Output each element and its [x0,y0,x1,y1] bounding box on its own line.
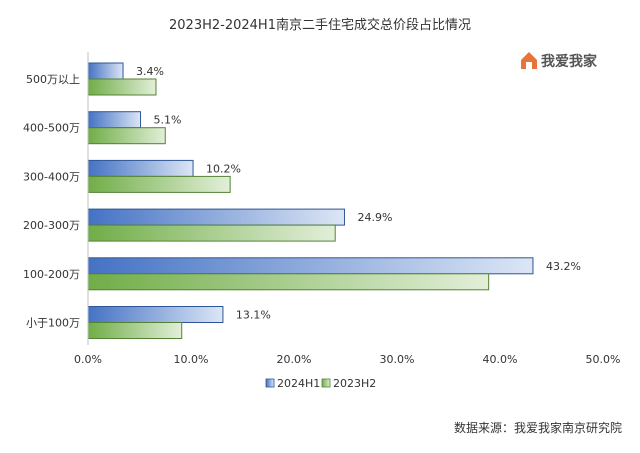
brand-logo: 我爱我家 [521,52,598,70]
brand-name: 我爱我家 [541,53,598,70]
bar-2023H2 [87,78,157,96]
data-label: 10.2% [206,162,241,175]
data-label: 43.2% [546,260,581,273]
bar-2023H2 [87,273,490,291]
data-label: 24.9% [357,211,392,224]
category-label: 200-300万 [23,219,80,232]
bar-2024H1 [87,159,194,177]
bar-2024H1 [87,306,224,323]
bar-2024H1 [87,208,345,226]
x-tick-label: 30.0% [380,353,415,366]
bar-2024H1 [87,257,534,275]
x-tick-label: 50.0% [586,353,621,366]
x-tick-label: 40.0% [483,353,518,366]
bar-2023H2 [87,175,231,193]
data-label: 13.1% [236,309,271,322]
data-label: 3.4% [136,65,164,78]
legend: 2024H1 2023H2 [265,377,376,390]
category-label: 小于100万 [26,317,80,330]
bar-2023H2 [87,322,183,339]
x-tick-label: 20.0% [277,353,312,366]
category-label: 100-200万 [23,268,80,281]
legend-swatch-2023H2 [321,378,331,388]
category-label: 500万以上 [26,73,80,86]
data-label: 5.1% [154,114,182,127]
house-logo-icon [521,52,537,69]
bar-2024H1 [87,62,124,80]
category-label: 400-500万 [23,122,80,135]
x-tick-label: 10.0% [174,353,209,366]
source-note: 数据来源：我爱我家南京研究院 [454,420,622,435]
chart-title: 2023H2-2024H1南京二手住宅成交总价段占比情况 [169,17,471,33]
category-label: 300-400万 [23,170,80,183]
legend-label-2023H2: 2023H2 [333,377,376,390]
bar-2023H2 [87,224,336,242]
bar-2023H2 [87,127,166,145]
legend-label-2024H1: 2024H1 [277,377,320,390]
legend-swatch-2024H1 [265,378,275,388]
x-tick-label: 0.0% [74,353,102,366]
bar-2024H1 [87,111,142,129]
